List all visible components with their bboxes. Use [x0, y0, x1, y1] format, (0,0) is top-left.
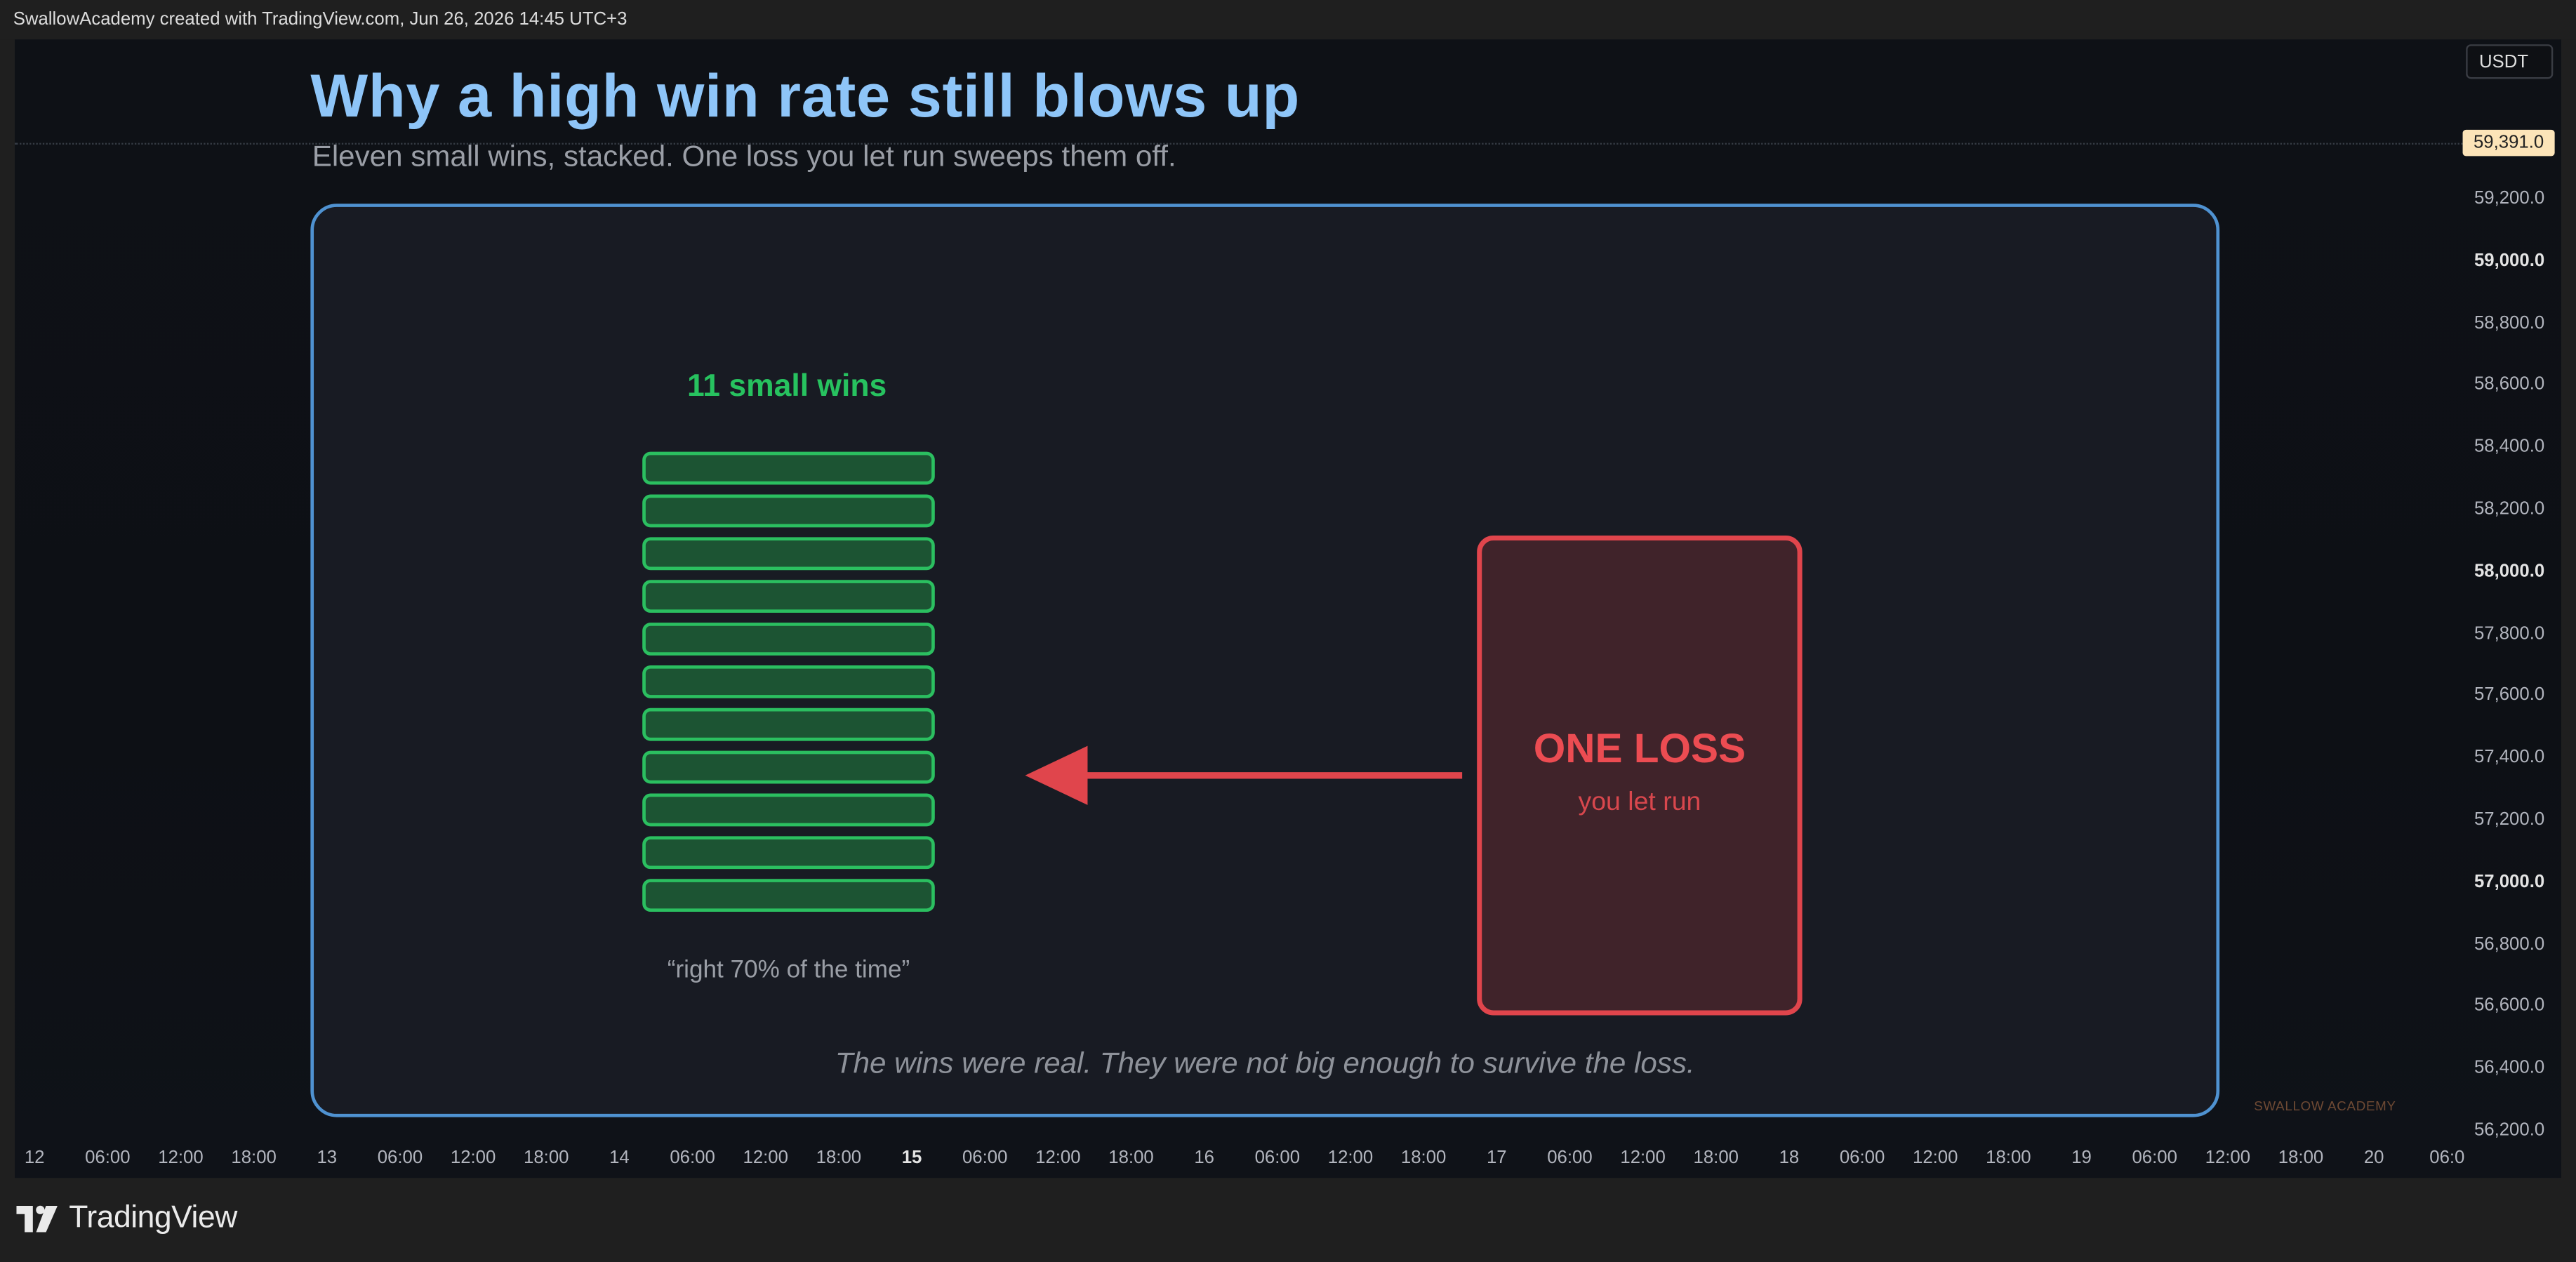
win-block [642, 750, 935, 784]
win-block [642, 793, 935, 827]
time-axis-label: 06:00 [2132, 1148, 2177, 1169]
time-axis-label: 12 [24, 1148, 45, 1169]
price-axis-label: 56,800.0 [2474, 934, 2545, 954]
time-axis-label: 06:00 [670, 1148, 715, 1169]
wins-quote: “right 70% of the time” [667, 956, 910, 985]
time-axis-label: 18:00 [231, 1148, 277, 1169]
time-axis-label: 18:00 [1400, 1148, 1447, 1169]
time-axis-label: 14 [609, 1148, 630, 1169]
time-axis-label: 13 [317, 1148, 338, 1169]
currency-button[interactable]: USDT [2466, 44, 2554, 79]
time-axis-label: 12:00 [450, 1148, 496, 1169]
infographic-title: Why a high win rate still blows up [310, 62, 1300, 130]
time-axis-label: 18:00 [2278, 1148, 2324, 1169]
win-block [642, 708, 935, 741]
attribution-text: SwallowAcademy created with TradingView.… [13, 10, 628, 30]
time-axis-label: 19 [2071, 1148, 2092, 1169]
time-axis-label: 18:00 [816, 1148, 862, 1169]
time-axis-label: 06:00 [1254, 1148, 1301, 1169]
time-axis-label: 17 [1486, 1148, 1507, 1169]
price-axis-label: 58,000.0 [2474, 562, 2545, 582]
sweep-arrow-icon [1025, 745, 1463, 805]
time-axis-label: 12:00 [158, 1148, 204, 1169]
win-block [642, 836, 935, 870]
win-block [642, 879, 935, 912]
infographic-panel [310, 204, 2220, 1117]
time-axis-label: 18:00 [524, 1148, 569, 1169]
time-axis-label: 06:00 [1839, 1148, 1885, 1169]
price-axis-label: 56,600.0 [2474, 996, 2545, 1016]
price-axis-label: 58,600.0 [2474, 375, 2545, 395]
win-block [642, 580, 935, 613]
time-axis-label: 06:00 [377, 1148, 423, 1169]
loss-subtitle: you let run [1578, 788, 1701, 817]
price-axis-label: 59,200.0 [2474, 189, 2545, 209]
time-axis-label: 12:00 [1327, 1148, 1374, 1169]
tradingview-brand[interactable]: TradingView [69, 1200, 237, 1236]
loss-card: ONE LOSS you let run [1477, 536, 1802, 1016]
time-axis-label: 06:00 [1547, 1148, 1593, 1169]
time-axis-label: 06:0 [2429, 1148, 2465, 1169]
time-axis-label: 18:00 [1693, 1148, 1739, 1169]
price-axis-label: 56,400.0 [2474, 1058, 2545, 1078]
time-axis-label: 06:00 [85, 1148, 131, 1169]
time-axis-label: 06:00 [962, 1148, 1008, 1169]
current-price-label: 59,391.0 [2462, 129, 2555, 157]
time-axis-label: 16 [1194, 1148, 1214, 1169]
time-axis-label: 12:00 [1035, 1148, 1081, 1169]
time-axis-label: 12:00 [2205, 1148, 2251, 1169]
win-block [642, 537, 935, 571]
infographic-subtitle: Eleven small wins, stacked. One loss you… [312, 139, 1176, 173]
price-axis-label: 57,000.0 [2474, 872, 2545, 892]
time-axis-label: 18:00 [1108, 1148, 1154, 1169]
time-axis-label: 18 [1779, 1148, 1800, 1169]
price-axis-label: 57,600.0 [2474, 685, 2545, 706]
current-price-line [15, 142, 2463, 145]
top-bar: SwallowAcademy created with TradingView.… [0, 0, 2576, 40]
win-block [642, 623, 935, 656]
time-axis-label: 12:00 [1913, 1148, 1958, 1169]
price-axis-label: 58,400.0 [2474, 437, 2545, 458]
wins-stack [642, 451, 935, 922]
price-axis-label: 57,800.0 [2474, 623, 2545, 644]
time-axis-label: 12:00 [743, 1148, 788, 1169]
time-axis-label: 12:00 [1620, 1148, 1666, 1169]
watermark-text: SWALLOW ACADEMY [2254, 1098, 2396, 1114]
price-axis-label: 59,000.0 [2474, 251, 2545, 271]
time-axis-label: 15 [901, 1148, 922, 1169]
tradingview-logo-icon[interactable] [16, 1204, 62, 1234]
price-axis-label: 57,200.0 [2474, 809, 2545, 830]
loss-title: ONE LOSS [1533, 726, 1746, 773]
time-axis-label: 20 [2363, 1148, 2384, 1169]
wins-label: 11 small wins [686, 369, 887, 404]
footnote: The wins were real. They were not big en… [835, 1046, 1695, 1080]
win-block [642, 665, 935, 698]
price-axis-label: 57,400.0 [2474, 748, 2545, 768]
price-axis-label: 58,200.0 [2474, 499, 2545, 519]
price-axis-label: 56,200.0 [2474, 1120, 2545, 1141]
price-axis-label: 58,800.0 [2474, 313, 2545, 333]
win-block [642, 451, 935, 485]
win-block [642, 494, 935, 528]
time-axis-label: 18:00 [1986, 1148, 2031, 1169]
